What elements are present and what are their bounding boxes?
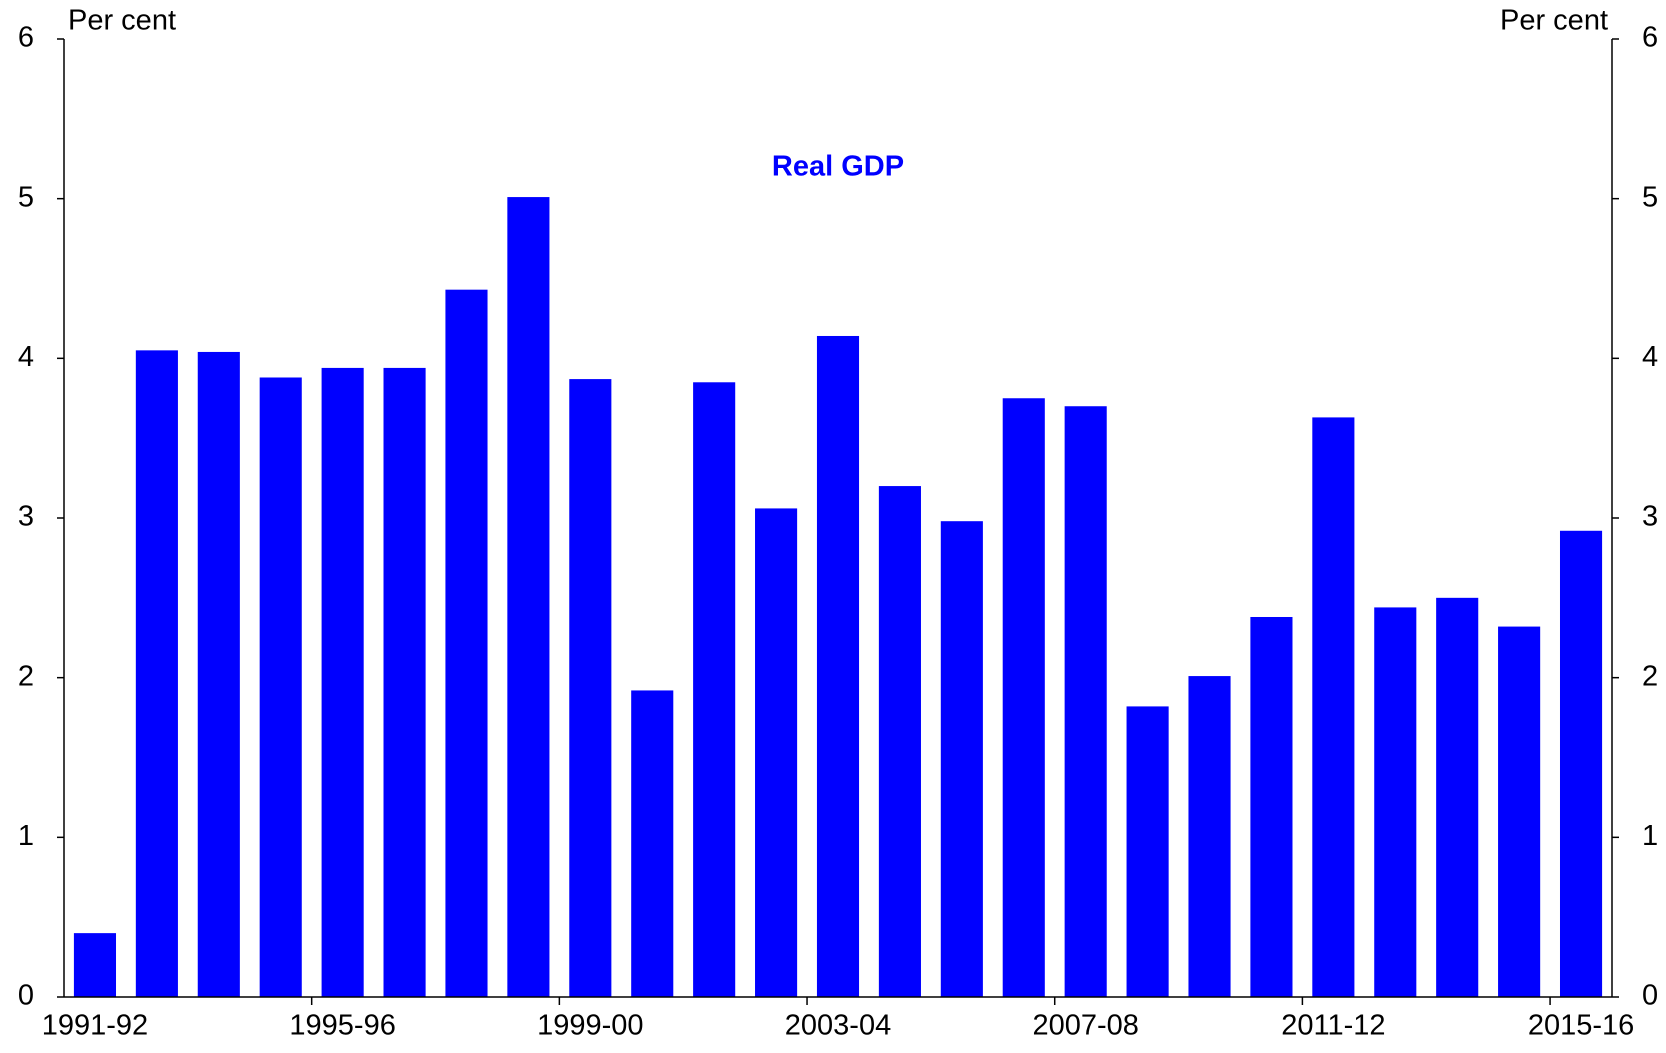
y-axis-label: Per cent	[68, 5, 176, 37]
bar	[197, 351, 240, 997]
y2-tick-label: 4	[1642, 341, 1658, 373]
bar	[1436, 597, 1479, 997]
y2-tick-label: 5	[1642, 181, 1658, 213]
y2-tick-label: 3	[1642, 501, 1658, 533]
bar	[1559, 530, 1603, 997]
x-tick-label: 2011-12	[1281, 1010, 1385, 1042]
bar	[1312, 417, 1355, 997]
x-tick-label: 2007-08	[1032, 1010, 1138, 1042]
bar	[1188, 676, 1231, 997]
y2-tick-label: 0	[1642, 980, 1658, 1012]
y-tick-label: 0	[18, 980, 34, 1012]
bar	[73, 933, 117, 997]
x-tick-label: 2003-04	[785, 1010, 891, 1042]
y-tick-label: 6	[18, 22, 34, 54]
bar	[1250, 616, 1293, 997]
bar	[1064, 406, 1107, 997]
bar	[816, 335, 860, 998]
bar	[1002, 398, 1045, 997]
x-tick-label: 1991-92	[42, 1010, 148, 1042]
bar	[1126, 706, 1169, 997]
bar	[135, 350, 178, 998]
y-tick-label: 4	[18, 341, 34, 373]
y-tick-label: 1	[18, 820, 34, 852]
y-tick-label: 2	[18, 660, 34, 692]
bar	[878, 486, 921, 997]
y2-tick-label: 1	[1642, 820, 1658, 852]
bar	[507, 197, 550, 997]
y2-tick-label: 6	[1642, 22, 1658, 54]
y-tick-label: 3	[18, 501, 34, 533]
bar	[940, 521, 983, 997]
y-tick-label: 5	[18, 181, 34, 213]
bar	[1498, 626, 1541, 997]
x-tick-label: 1999-00	[537, 1010, 643, 1042]
bar	[693, 382, 736, 997]
bar	[755, 508, 798, 997]
bar	[383, 367, 426, 997]
bar	[259, 377, 302, 997]
bar	[569, 379, 612, 998]
y2-tick-label: 2	[1642, 660, 1658, 692]
bar	[445, 289, 488, 998]
x-tick-label: 1995-96	[289, 1010, 395, 1042]
annotation: Real GDP	[772, 151, 904, 183]
y2-axis-label: Per cent	[1500, 5, 1608, 37]
bar	[321, 367, 364, 997]
bar	[631, 690, 674, 997]
x-tick-label: 2015-16	[1528, 1010, 1634, 1042]
bar	[1374, 607, 1417, 997]
